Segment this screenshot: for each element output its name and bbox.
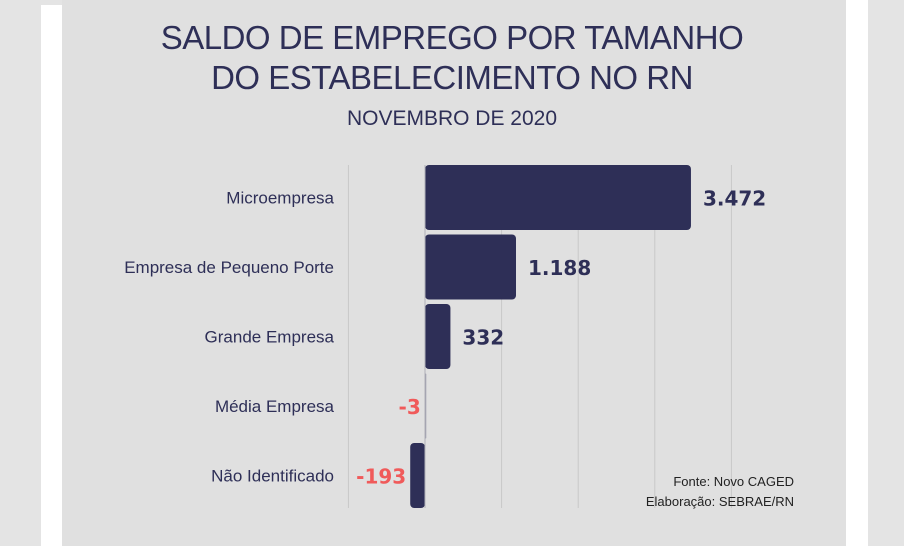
left-strip: [41, 5, 62, 546]
chart-subtitle: NOVEMBRO DE 2020: [346, 107, 558, 130]
credit-note: Elaboração: SEBRAE/RN: [645, 494, 794, 509]
bar: [425, 304, 451, 369]
right-strip: [846, 0, 868, 546]
bar: [425, 234, 517, 300]
category-label: Empresa de Pequeno Porte: [124, 258, 334, 277]
data-label: 3.472: [703, 187, 766, 211]
category-label: Microempresa: [226, 189, 334, 208]
category-label: Grande Empresa: [205, 328, 335, 347]
category-label: Não Identificado: [211, 467, 334, 486]
data-label: 1.188: [528, 256, 591, 280]
bar: [425, 165, 691, 230]
data-label: -3: [399, 395, 421, 419]
data-label: -193: [356, 465, 406, 489]
data-label: 332: [462, 326, 504, 350]
bar: [410, 443, 425, 508]
source-note: Fonte: Novo CAGED: [673, 474, 794, 489]
chart-title: SALDO DE EMPREGO POR TAMANHO DO ESTABELE…: [160, 19, 744, 96]
category-label: Média Empresa: [215, 397, 335, 416]
